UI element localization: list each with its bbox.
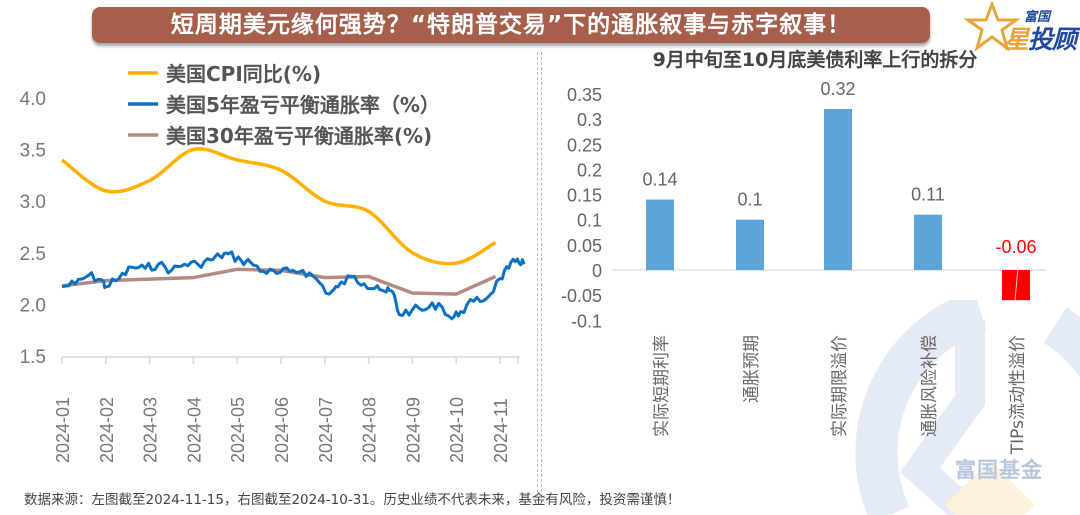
- y-tick-label: 2.5: [20, 244, 46, 265]
- x-category-label: TIPs流动性溢价: [1008, 335, 1028, 455]
- data-label: 0.11: [911, 185, 945, 205]
- y-tick-label: 0.1: [577, 211, 602, 231]
- x-tick-label: 2024-11: [491, 398, 511, 463]
- bar: [736, 219, 764, 270]
- logo-small-text: 富国: [1024, 10, 1051, 25]
- line-chart-x-axis: 2024-01 2024-02 2024-03 2024-04 2024-05 2024-…: [53, 356, 520, 463]
- y-tick-label: 0: [592, 261, 602, 281]
- line-chart-y-axis: 4.0 3.5 3.0 2.5 2.0 1.5: [20, 89, 46, 368]
- data-label: -0.06: [995, 237, 1036, 257]
- y-tick-label: 0.05: [567, 236, 602, 256]
- logo-xing: 星: [1004, 25, 1029, 54]
- page-title: 短周期美元缘何强势？“特朗普交易”下的通胀叙事与赤字叙事！: [92, 7, 930, 43]
- y-tick-label: 0.35: [567, 85, 602, 105]
- y-tick-label: 3.5: [20, 141, 46, 162]
- x-category-label: 通胀风险补偿: [920, 335, 940, 437]
- x-category-label: 通胀预期: [742, 335, 762, 403]
- series-line-1: [60, 147, 497, 266]
- series-line-3: [61, 267, 497, 296]
- footer-note: 数据来源：左图截至2024-11-15，右图截至2024-10-31。历史业绩不…: [24, 492, 681, 508]
- chart-divider: [537, 52, 542, 492]
- line-chart: 美国CPI同比(%)美国5年盈亏平衡通胀率（%）美国30年盈亏平衡通胀率(%) …: [20, 62, 526, 463]
- brand-logo: 富国 星投顾: [960, 2, 1078, 54]
- bar-chart-bars: 0.14 0.1 0.32 0.11 -0.06: [642, 79, 1037, 301]
- series-line-2: [61, 250, 526, 321]
- logo-big-text: 星投顾: [1004, 20, 1077, 56]
- star-icon: [963, 2, 1020, 52]
- y-tick-label: 0.3: [577, 110, 602, 130]
- bar-chart-title: 9月中旬至10月底美债利率上行的拆分: [653, 48, 978, 71]
- x-tick-label: 2024-06: [272, 397, 292, 463]
- bar-chart-x-axis: 实际短期利率 通胀预期 实际期限溢价 通胀风险补偿 TIPs流动性溢价: [652, 335, 1028, 455]
- data-label: 0.1: [737, 190, 762, 210]
- y-tick-label: 0.15: [567, 186, 602, 206]
- logo-tougu: 投顾: [1028, 25, 1077, 54]
- y-tick-label: -0.1: [571, 311, 602, 331]
- x-tick-label: 2024-03: [141, 397, 161, 463]
- x-tick-label: 2024-08: [360, 397, 380, 463]
- label-leader-line: [1014, 267, 1019, 301]
- data-label: 0.14: [642, 170, 677, 190]
- bar: [824, 109, 852, 270]
- x-category-label: 实际期限溢价: [830, 335, 850, 437]
- x-tick-label: 2024-02: [97, 397, 117, 463]
- y-tick-label: 2.0: [20, 295, 46, 316]
- x-tick-label: 2024-04: [184, 397, 204, 463]
- data-label: 0.32: [820, 79, 855, 99]
- watermark-logo: [820, 300, 1080, 515]
- line-chart-series: [60, 147, 526, 321]
- y-tick-label: 4.0: [20, 89, 46, 110]
- x-tick-label: 2024-07: [316, 397, 336, 463]
- y-tick-label: 1.5: [20, 347, 46, 368]
- y-tick-label: 0.2: [577, 160, 602, 180]
- watermark-text: 富国基金: [955, 458, 1043, 482]
- bar-chart: 9月中旬至10月底美债利率上行的拆分 0.35 0.3 0.25 0.2 0.15 0.1…: [561, 48, 1046, 455]
- x-tick-label: 2024-09: [403, 397, 423, 463]
- y-tick-label: 3.0: [20, 192, 46, 213]
- legend-label: 美国5年盈亏平衡通胀率（%）: [166, 93, 440, 117]
- legend-label: 美国CPI同比(%): [166, 62, 321, 86]
- bar: [646, 199, 674, 270]
- bar-chart-y-axis: 0.35 0.3 0.25 0.2 0.15 0.1 0.05 0 -0.05 -0.1: [561, 85, 1046, 331]
- x-tick-label: 2024-01: [53, 397, 73, 463]
- y-tick-label: 0.25: [567, 135, 602, 155]
- x-tick-label: 2024-05: [228, 397, 248, 463]
- legend-label: 美国30年盈亏平衡通胀率(%): [166, 124, 432, 148]
- bar: [914, 214, 942, 270]
- x-category-label: 实际短期利率: [652, 335, 672, 437]
- line-chart-legend: 美国CPI同比(%) 美国5年盈亏平衡通胀率（%） 美国30年盈亏平衡通胀率(%): [128, 62, 440, 148]
- x-tick-label: 2024-10: [447, 397, 467, 463]
- y-tick-label: -0.05: [561, 286, 602, 306]
